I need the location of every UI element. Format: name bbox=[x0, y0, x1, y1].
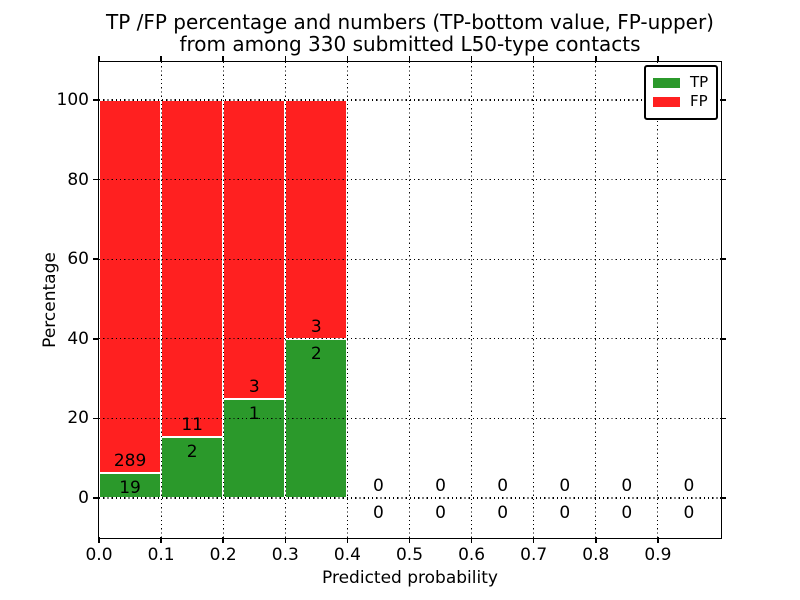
fp-count-label: 0 bbox=[621, 476, 633, 496]
tp-bar-segment bbox=[223, 398, 286, 498]
fp-count-label: 289 bbox=[113, 451, 147, 472]
x-tick-label: 0.6 bbox=[458, 545, 486, 565]
legend-item-tp: TP bbox=[653, 73, 709, 92]
x-tick-label: 0.3 bbox=[271, 545, 299, 565]
fp-count-label: 3 bbox=[248, 376, 260, 397]
x-tick-label: 0.2 bbox=[209, 545, 237, 565]
chart-title-line2: from among 330 submitted L50-type contac… bbox=[179, 32, 641, 56]
fp-color-swatch-icon bbox=[653, 96, 680, 107]
fp-count-label: 11 bbox=[181, 414, 203, 435]
x-tick bbox=[657, 56, 659, 62]
x-tick bbox=[408, 537, 411, 543]
tp-count-label: 0 bbox=[435, 503, 446, 523]
y-tick-label: 100 bbox=[56, 90, 89, 110]
y-tick-label: 0 bbox=[78, 488, 89, 508]
x-tick bbox=[222, 537, 224, 543]
x-tick bbox=[657, 537, 659, 543]
tp-count-label: 0 bbox=[621, 503, 633, 523]
tp-bar-segment bbox=[161, 436, 224, 498]
tp-count-label: 2 bbox=[310, 343, 322, 364]
x-tick bbox=[160, 56, 162, 62]
x-tick bbox=[532, 537, 535, 543]
x-gridline bbox=[346, 62, 348, 538]
x-tick bbox=[595, 537, 597, 543]
y-tick bbox=[720, 258, 726, 260]
tp-count-label: 2 bbox=[186, 441, 198, 462]
x-tick-label: 0.9 bbox=[644, 545, 672, 565]
legend-label-fp: FP bbox=[690, 92, 708, 110]
fp-count-label: 0 bbox=[683, 476, 695, 496]
x-tick-label: 0.7 bbox=[520, 545, 548, 565]
chart-title: TP /FP percentage and numbers (TP-bottom… bbox=[98, 11, 722, 55]
legend-item-fp: FP bbox=[653, 92, 709, 111]
tp-color-swatch-icon bbox=[653, 77, 680, 88]
legend: TP FP bbox=[644, 65, 718, 120]
tp-count-label: 0 bbox=[683, 503, 695, 523]
y-tick bbox=[93, 99, 99, 101]
x-gridline bbox=[595, 62, 597, 538]
x-tick bbox=[532, 56, 535, 62]
x-tick-label: 0.0 bbox=[85, 545, 113, 565]
fp-bar-segment bbox=[99, 100, 162, 474]
fp-count-label: 0 bbox=[435, 476, 446, 496]
plot-area: 289 19 11 2 3 1 3 2 0 0 0 0 0 0 0 0 0 0 0 0 bbox=[98, 61, 722, 539]
fp-bar-segment bbox=[285, 100, 348, 339]
y-tick bbox=[720, 497, 726, 499]
fp-count-label: 0 bbox=[373, 476, 384, 496]
fp-bar-segment bbox=[223, 100, 286, 399]
chart-title-line1: TP /FP percentage and numbers (TP-bottom… bbox=[106, 10, 714, 34]
x-tick bbox=[284, 56, 287, 62]
y-tick bbox=[720, 178, 726, 181]
x-gridline bbox=[160, 62, 162, 538]
x-gridline bbox=[657, 62, 659, 538]
tp-count-label: 0 bbox=[559, 503, 571, 523]
fp-count-label: 0 bbox=[559, 476, 571, 496]
legend-label-tp: TP bbox=[690, 73, 709, 91]
y-tick bbox=[720, 338, 726, 340]
fp-bar-segment bbox=[161, 100, 224, 437]
x-tick bbox=[595, 56, 597, 62]
fp-count-label: 0 bbox=[497, 476, 509, 496]
y-tick bbox=[93, 258, 99, 260]
x-tick bbox=[98, 537, 100, 543]
x-tick bbox=[160, 537, 162, 543]
x-gridline bbox=[222, 62, 224, 538]
tp-count-label: 19 bbox=[119, 478, 141, 499]
y-tick bbox=[720, 417, 726, 420]
x-tick bbox=[346, 56, 349, 62]
x-tick-label: 0.4 bbox=[333, 545, 361, 565]
x-tick bbox=[408, 56, 411, 62]
y-tick bbox=[93, 338, 99, 340]
x-gridline bbox=[471, 62, 473, 538]
x-gridline bbox=[284, 62, 286, 538]
tp-count-label: 0 bbox=[373, 503, 384, 523]
x-tick bbox=[222, 56, 224, 62]
y-tick-label: 40 bbox=[67, 328, 89, 349]
x-axis-label: Predicted probability bbox=[322, 568, 498, 588]
x-gridline bbox=[533, 62, 535, 538]
x-tick-label: 0.8 bbox=[582, 545, 610, 565]
x-tick bbox=[284, 537, 287, 543]
x-tick-label: 0.5 bbox=[395, 545, 424, 565]
x-gridline bbox=[408, 62, 411, 538]
y-tick-label: 60 bbox=[67, 249, 89, 270]
y-tick bbox=[93, 417, 99, 420]
fp-count-label: 3 bbox=[310, 316, 322, 337]
x-tick bbox=[470, 56, 473, 62]
x-tick bbox=[98, 56, 100, 62]
tp-count-label: 1 bbox=[248, 403, 260, 424]
y-tick bbox=[720, 99, 726, 101]
y-tick bbox=[93, 497, 99, 499]
x-tick-label: 0.1 bbox=[147, 545, 175, 565]
y-tick-label: 20 bbox=[67, 408, 89, 429]
x-tick bbox=[470, 537, 473, 543]
y-tick bbox=[93, 178, 99, 181]
tp-count-label: 0 bbox=[497, 503, 509, 523]
y-tick-label: 80 bbox=[67, 169, 89, 190]
x-tick bbox=[346, 537, 349, 543]
